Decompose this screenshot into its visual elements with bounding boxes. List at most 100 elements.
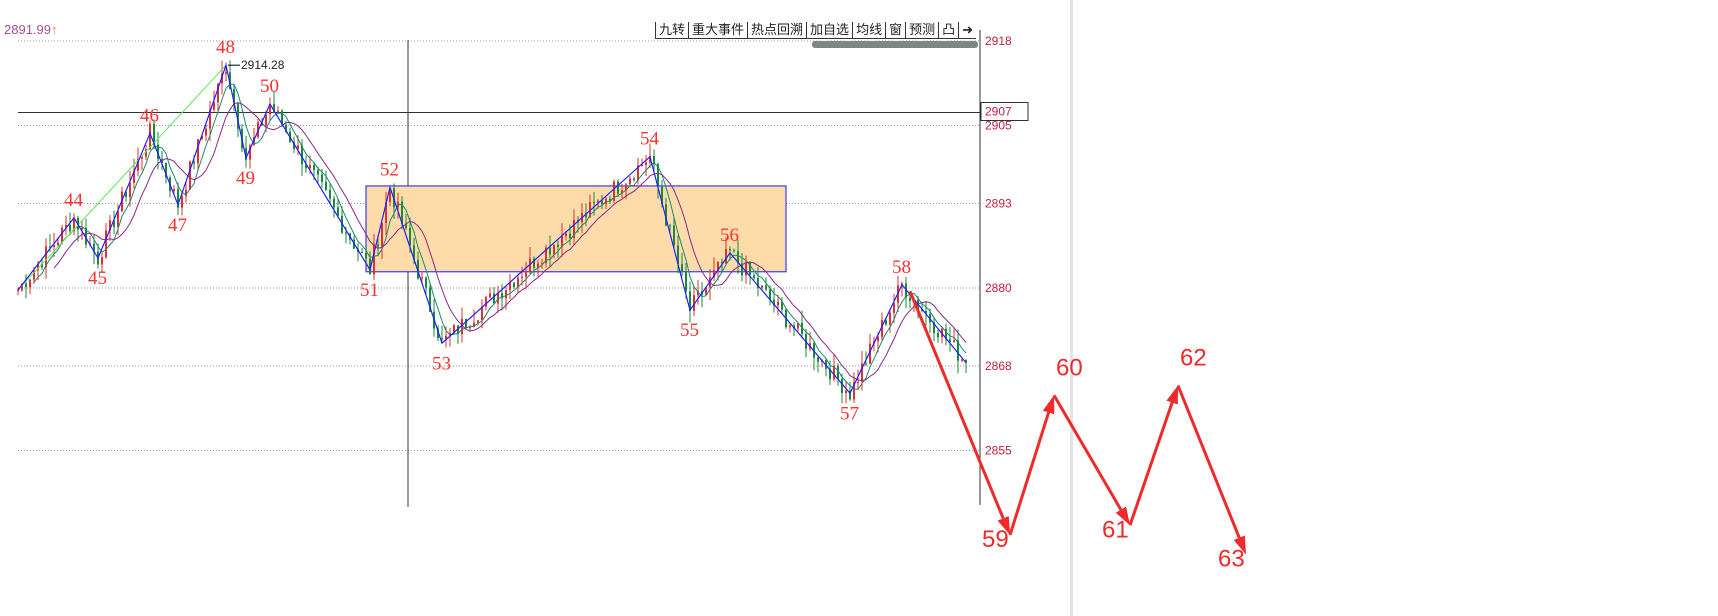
candle [361,247,363,254]
wave-label-57: 57 [840,403,859,424]
candle-body [685,271,687,292]
toolbar-scrollbar[interactable] [812,41,978,48]
toolbar-exit-icon[interactable]: ➜ [958,22,977,39]
candle-body [277,110,279,112]
candle [629,176,631,186]
candle-body [461,318,463,335]
toolbar-add-watchlist[interactable]: 加自选 [806,22,853,39]
candle-body [137,158,139,171]
candle-body [669,225,671,227]
candle-body [733,250,735,252]
candle [233,85,235,112]
candle-body [337,207,339,216]
candle-body [25,283,27,288]
candle [173,185,175,195]
candle-body [557,244,559,247]
candle [269,97,271,122]
candle-body [425,277,427,288]
candle-body [109,220,111,231]
candle-body [797,322,799,329]
wave-label-49: 49 [236,168,255,189]
candle-body [517,277,519,288]
candle [489,287,491,299]
y-tick-label: 2880 [985,281,1012,295]
candle-body [817,357,819,362]
wave-label-55: 55 [680,320,699,341]
candle-body [877,336,879,342]
candle-body [713,270,715,278]
candle [105,222,107,259]
candle-body [881,320,883,337]
candle-body [489,293,491,298]
candle-body [705,287,707,295]
candle-body [301,145,303,165]
candle-body [313,165,315,170]
candle-body [721,261,723,264]
candle-body [541,263,543,265]
candle-body [601,200,603,205]
candle-body [833,365,835,380]
toolbar-convex[interactable]: 凸 [938,22,959,39]
candle-body [473,322,475,328]
toolbar-forecast[interactable]: 预测 [905,22,939,39]
projection-arrowhead-icon [1166,385,1178,405]
candle [317,166,319,183]
candle-body [549,247,551,255]
candle-body [861,363,863,382]
projection-label-62: 62 [1180,345,1207,372]
projection-label-61: 61 [1102,516,1129,543]
candle [381,221,383,259]
candle-body [309,165,311,169]
candle [45,238,47,279]
wave-label-45: 45 [88,268,107,289]
candle-body [153,123,155,145]
candle-body [333,198,335,208]
candle-body [749,262,751,276]
candle-body [745,262,747,276]
candle-body [185,189,187,197]
candle-body [933,322,935,333]
candle-body [53,245,55,247]
candle [837,363,839,386]
toolbar-nine-turn[interactable]: 九转 [655,22,689,39]
toolbar: 九转 重大事件 热点回溯 加自选 均线 窗 预测 凸 ➜ [655,22,977,39]
moving-average-5 [33,83,967,390]
candle-body [177,189,179,208]
up-arrow-icon: ↑ [51,22,58,37]
candle-body [173,189,175,192]
candle [845,380,847,404]
candle-body [589,202,591,218]
candle-body [149,123,151,150]
candle [801,310,803,339]
toolbar-major-events[interactable]: 重大事件 [688,22,748,39]
y-tick-label: 2855 [985,444,1012,458]
candle-body [693,295,695,311]
candle-body [453,325,455,333]
candle-body [189,161,191,190]
candle [653,149,655,173]
projection-segment [1176,384,1241,539]
candle-body [909,297,911,302]
candle [789,323,791,333]
candle-body [369,258,371,275]
candle-body [617,181,619,194]
candle-body [273,104,275,112]
candle-body [957,340,959,361]
candle-body [741,263,743,276]
candle-body [521,276,523,278]
toolbar-window[interactable]: 窗 [885,22,906,39]
candle [177,182,179,216]
candle-body [345,232,347,234]
candle-body [757,278,759,288]
candle [713,257,715,281]
candle [549,235,551,267]
candle [733,248,735,253]
toolbar-moving-average[interactable]: 均线 [852,22,886,39]
candle-body [485,297,487,307]
candle [665,197,667,227]
candle [957,329,959,374]
candle-body [217,83,219,103]
toolbar-hotspot-review[interactable]: 热点回溯 [747,22,807,39]
candle [553,244,555,259]
candle-body [801,322,803,335]
